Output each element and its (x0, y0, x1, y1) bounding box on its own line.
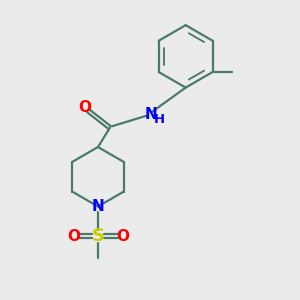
Text: S: S (92, 227, 104, 245)
Text: O: O (116, 229, 129, 244)
Text: N: N (145, 107, 158, 122)
Text: O: O (79, 100, 92, 115)
Text: N: N (92, 199, 104, 214)
Text: H: H (154, 113, 165, 126)
Text: O: O (67, 229, 80, 244)
